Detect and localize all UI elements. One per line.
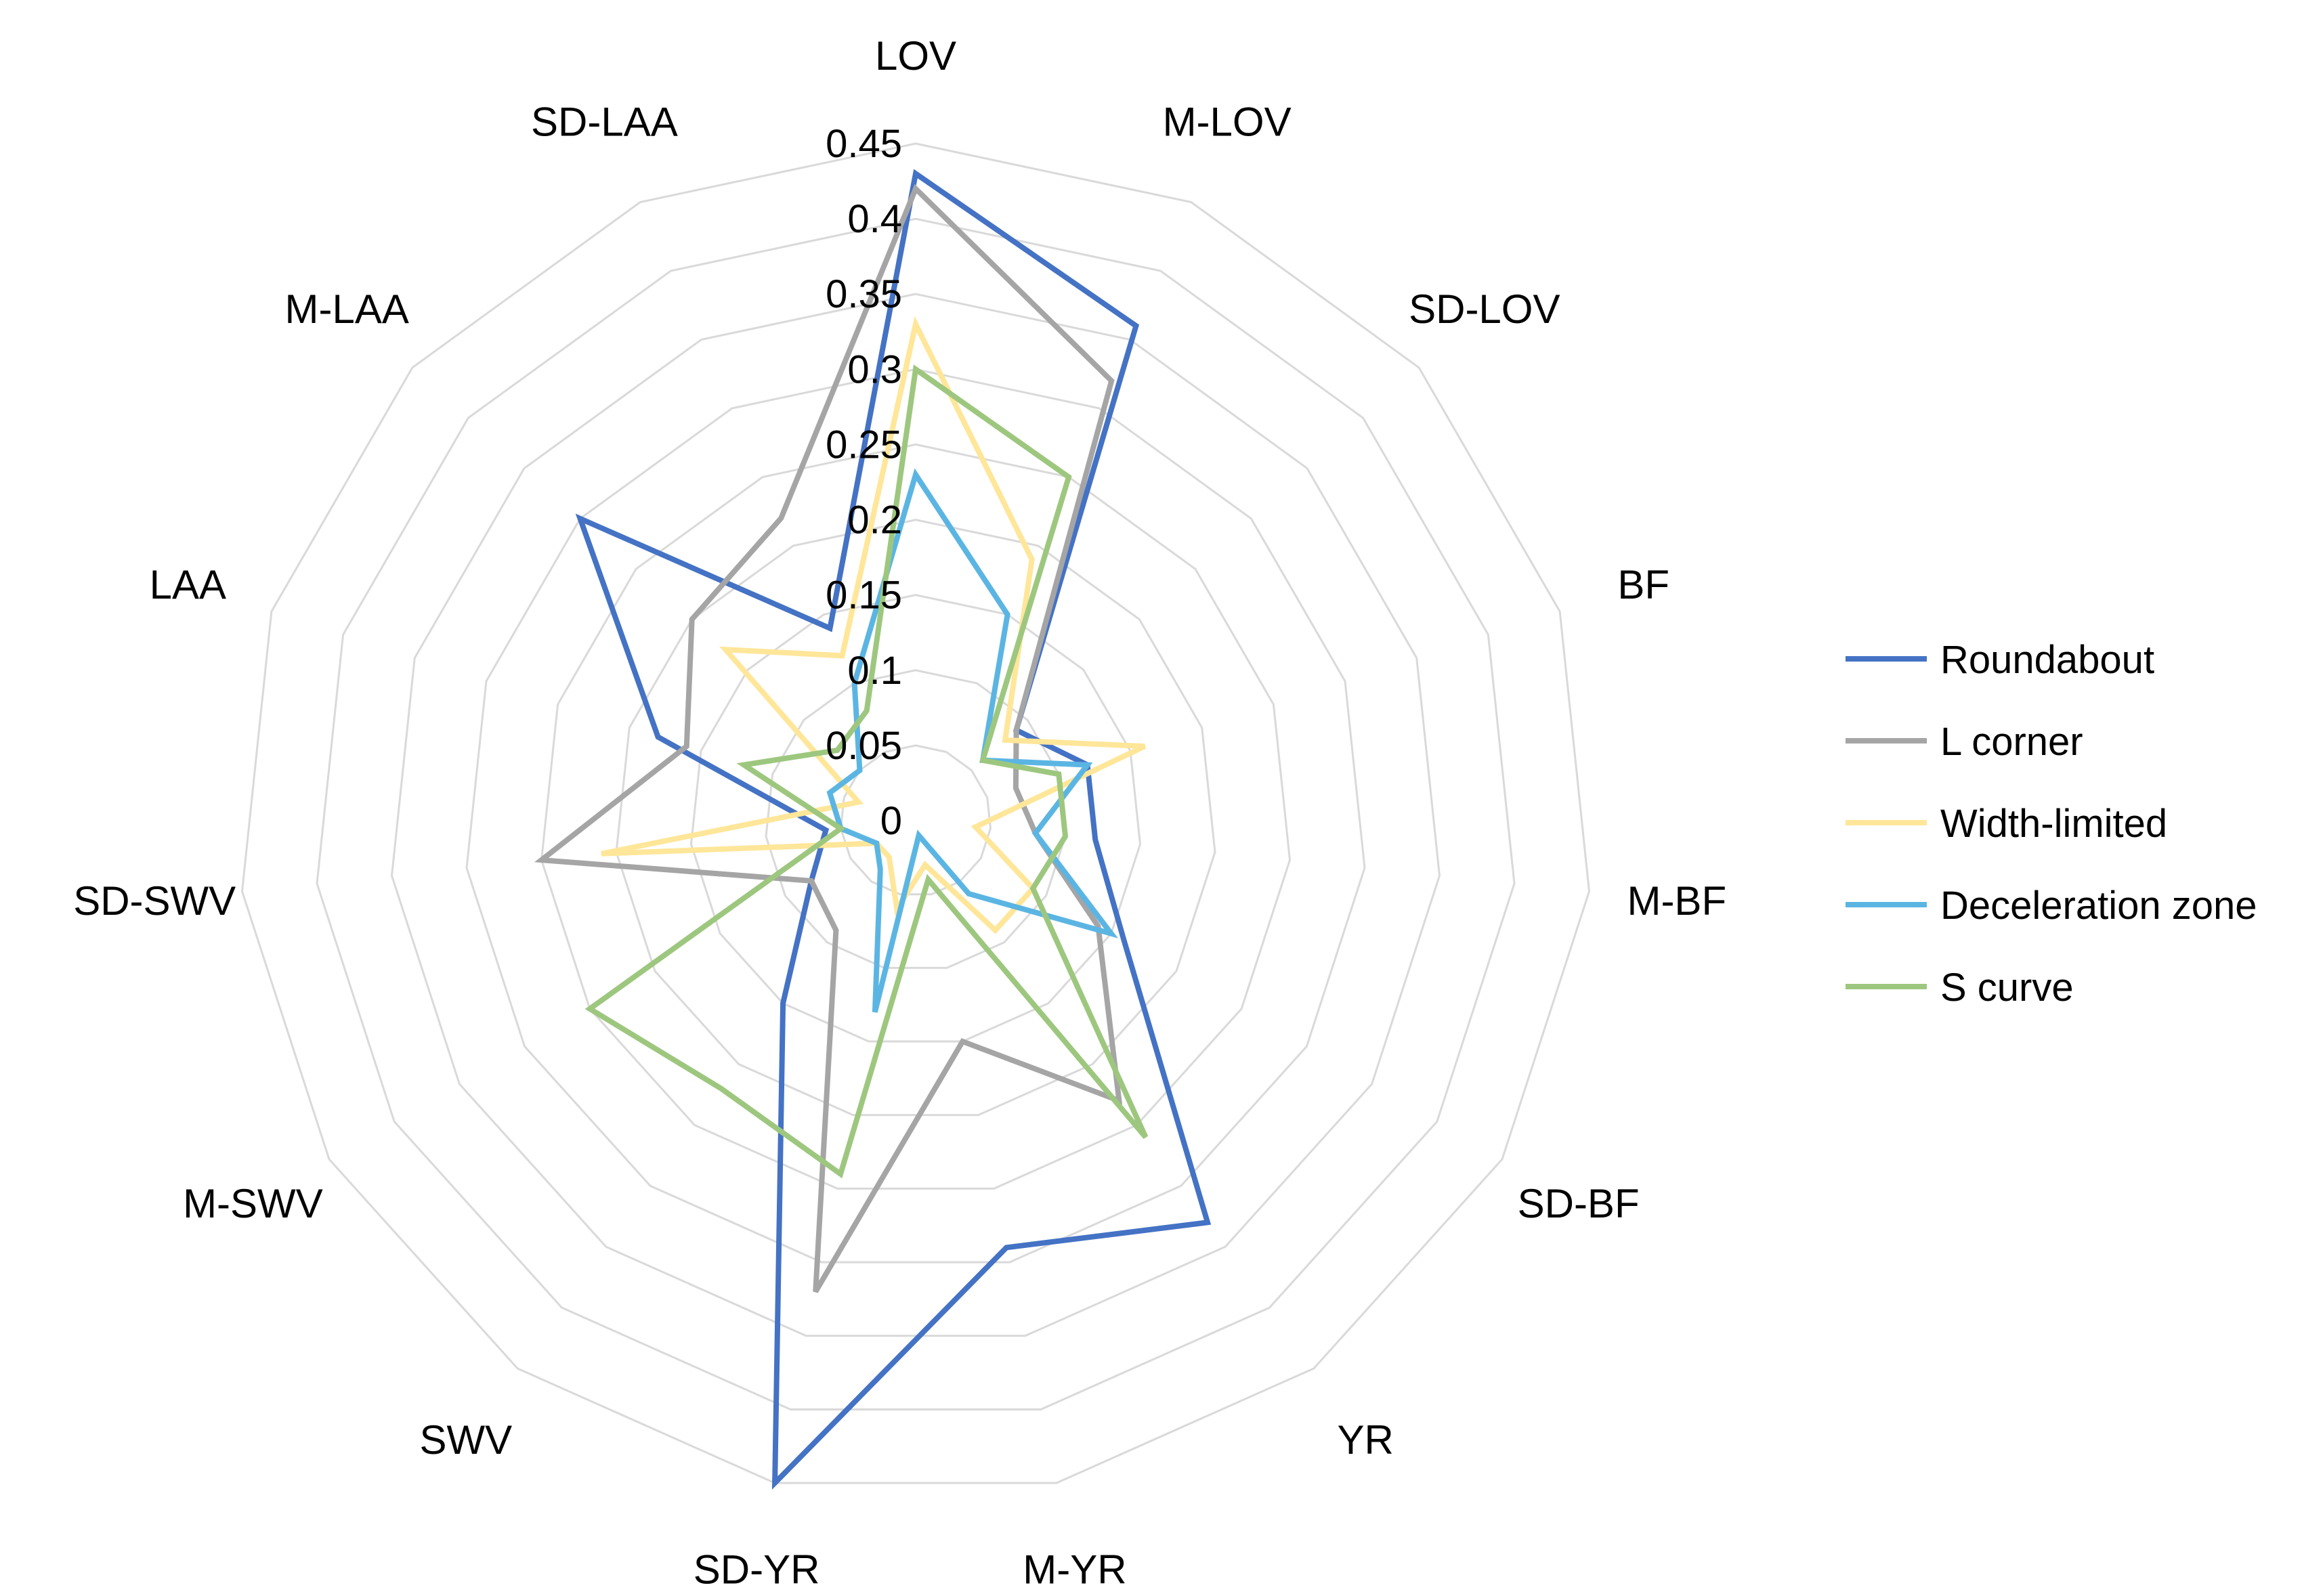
tick-label: 0.15 bbox=[826, 574, 902, 618]
category-labels: LOV M-LOV SD-LOV BF M-BF SD-BF YR M-YR SD-YR SWV M… bbox=[73, 33, 1726, 1592]
axis-label-sd-swv: SD-SWV bbox=[73, 878, 236, 924]
tick-label: 0.35 bbox=[826, 272, 902, 316]
radar-grid bbox=[240, 142, 1591, 1484]
tick-label: 0 bbox=[880, 799, 902, 843]
axis-label-sd-bf: SD-BF bbox=[1518, 1181, 1640, 1226]
axis-label-m-lov: M-LOV bbox=[1163, 100, 1292, 145]
tick-label: 0.3 bbox=[847, 347, 902, 391]
tick-label: 0.25 bbox=[826, 423, 902, 467]
grid-ring-7 bbox=[390, 293, 1441, 1337]
series-line-deceleration-zone bbox=[826, 468, 1119, 1013]
tick-label: 0.2 bbox=[847, 498, 902, 542]
axis-label-laa: LAA bbox=[150, 562, 226, 607]
series-line-roundabout bbox=[575, 169, 1212, 1490]
tick-label: 0.4 bbox=[847, 197, 902, 241]
series-lines bbox=[534, 169, 1212, 1490]
radial-tick-labels: 0 0.05 0.1 0.15 0.2 0.25 0.3 0.35 0.4 0.45 bbox=[826, 122, 902, 843]
grid-ring-3 bbox=[689, 594, 1142, 1043]
axis-label-sd-laa: SD-LAA bbox=[531, 100, 678, 145]
series-line-s-curve bbox=[584, 364, 1149, 1179]
axis-label-bf: BF bbox=[1617, 562, 1669, 607]
axis-label-m-swv: M-SWV bbox=[183, 1181, 323, 1226]
grid-ring-5 bbox=[540, 443, 1292, 1190]
grid-ring-6 bbox=[465, 368, 1366, 1264]
tick-label: 0.05 bbox=[826, 724, 902, 768]
legend-label-l-corner[interactable]: L corner bbox=[1940, 720, 2083, 764]
axis-label-m-laa: M-LAA bbox=[285, 286, 409, 332]
grid-ring-8 bbox=[316, 217, 1516, 1410]
axis-label-m-yr: M-YR bbox=[1023, 1547, 1126, 1592]
axis-label-m-bf: M-BF bbox=[1627, 878, 1726, 924]
legend-label-width-limited[interactable]: Width-limited bbox=[1940, 802, 2167, 846]
axis-label-sd-lov: SD-LOV bbox=[1409, 286, 1560, 332]
axis-label-swv: SWV bbox=[419, 1417, 512, 1463]
axis-label-sd-yr: SD-YR bbox=[694, 1547, 820, 1592]
axis-label-yr: YR bbox=[1338, 1417, 1394, 1463]
legend-label-roundabout[interactable]: Roundabout bbox=[1940, 638, 2154, 682]
grid-ring-2 bbox=[765, 669, 1067, 969]
legend-label-s-curve[interactable]: S curve bbox=[1940, 966, 2074, 1010]
grid-ring-4 bbox=[615, 519, 1216, 1117]
axis-label-lov: LOV bbox=[875, 33, 956, 79]
legend[interactable]: Roundabout L corner Width-limited Decelerat… bbox=[1846, 638, 2257, 1010]
series-line-width-limited bbox=[601, 316, 1146, 934]
legend-label-deceleration-zone[interactable]: Deceleration zone bbox=[1940, 884, 2257, 928]
tick-label: 0.45 bbox=[826, 122, 902, 166]
grid-ring-9 bbox=[240, 142, 1591, 1484]
tick-label: 0.1 bbox=[847, 649, 902, 693]
grid-ring-1 bbox=[839, 744, 992, 896]
